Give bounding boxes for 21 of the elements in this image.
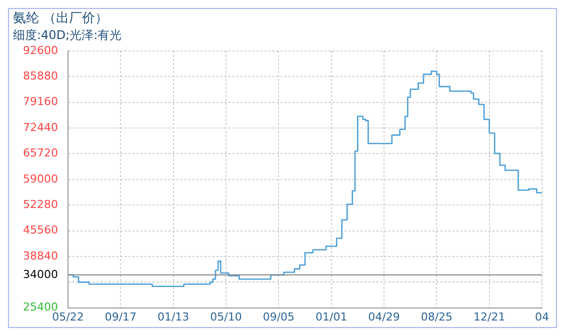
x-tick-label: 12/21 [473, 310, 506, 324]
y-tick-label: 85880 [22, 70, 58, 83]
y-tick-label: 52280 [22, 198, 58, 211]
x-tick-label: 04/29 [368, 310, 400, 324]
y-tick-label: 65720 [22, 146, 58, 160]
x-tick-label: 01/01 [315, 310, 348, 324]
x-tick-label: 05/10 [210, 310, 242, 324]
chart-subtitle: 细度:40D;光泽:有光 [13, 28, 122, 42]
y-tick-label: 45560 [22, 224, 58, 237]
x-tick-label: 08/25 [420, 310, 453, 324]
x-tick-label: 01/13 [157, 310, 190, 324]
y-tick-label: 59000 [22, 172, 58, 186]
y-tick-label: 38840 [22, 249, 58, 262]
y-tick-label: 79160 [22, 95, 58, 108]
x-tick-label: 09/05 [262, 310, 295, 324]
ref-line-label: 34000 [22, 268, 58, 281]
x-tick-label: 04 [535, 310, 549, 324]
chart-title: 氨纶 （出厂价） [13, 11, 108, 26]
x-tick-label: 09/17 [104, 310, 137, 324]
y-tick-label: 92600 [22, 44, 58, 57]
y-tick-label: 72440 [22, 120, 58, 134]
